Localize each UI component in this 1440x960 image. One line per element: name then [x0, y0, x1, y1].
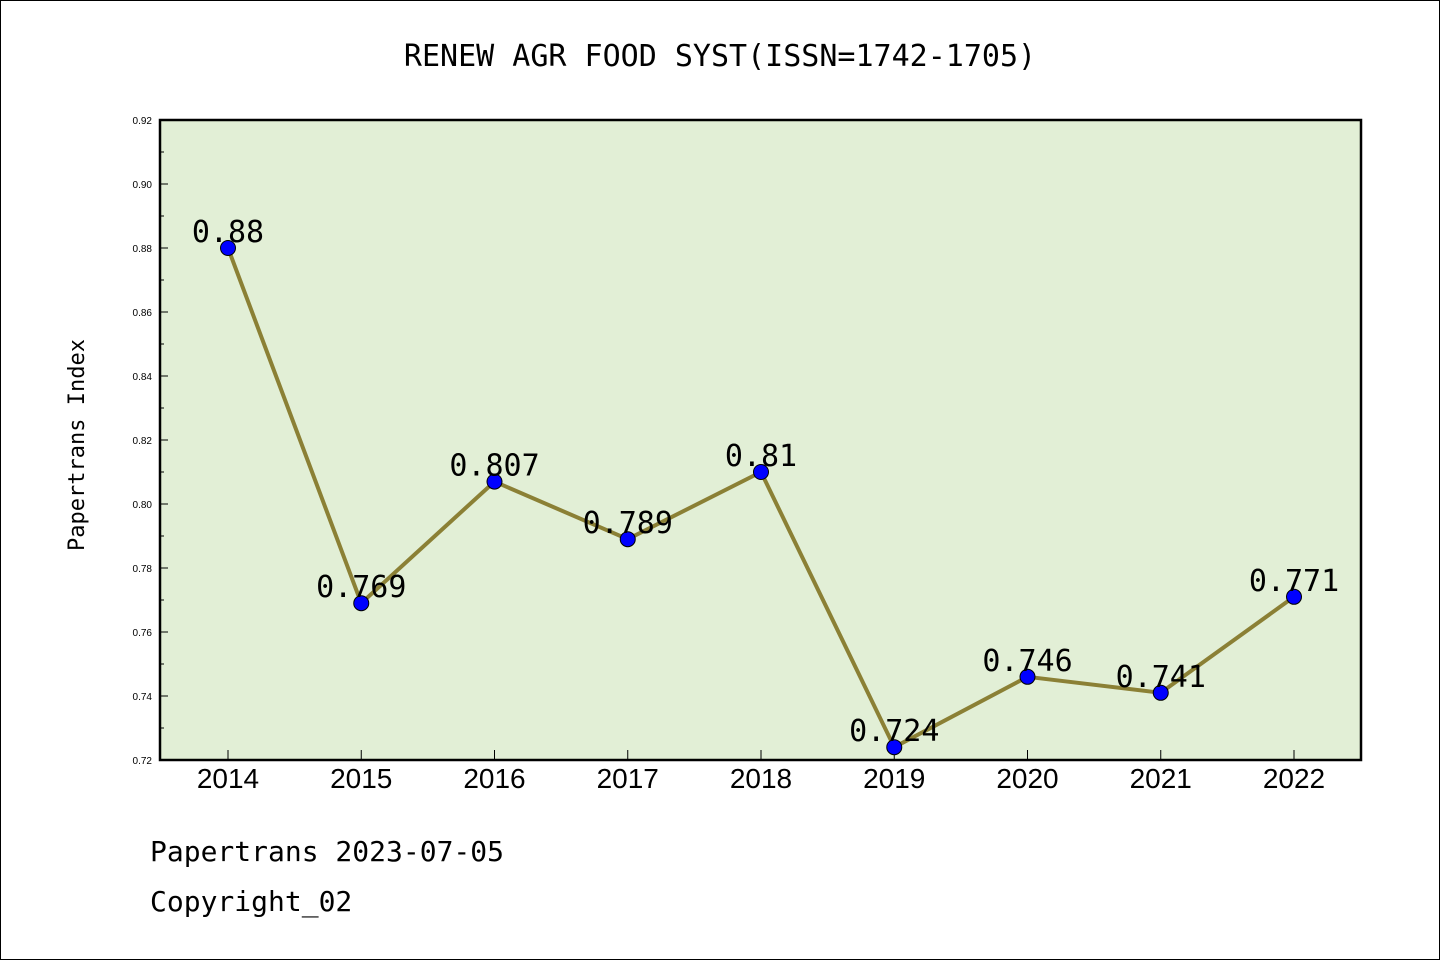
y-tick-label: 0.80 [133, 500, 153, 511]
data-label: 0.741 [1116, 660, 1206, 695]
data-point [353, 595, 370, 612]
x-tick-label: 2017 [597, 763, 659, 794]
series-group: 0.88 0.769 0.807 0.789 0.81 0.724 0.746 0.741 0.… [192, 215, 1339, 756]
chart-title: RENEW AGR FOOD SYST(ISSN=1742-1705) [404, 39, 1036, 74]
data-point [1152, 684, 1169, 701]
data-label: 0.746 [982, 644, 1072, 679]
data-label: 0.789 [583, 506, 673, 541]
data-point [886, 739, 903, 756]
y-tick-label: 0.78 [133, 564, 153, 575]
data-point [220, 240, 236, 256]
y-tick-label: 0.84 [133, 372, 153, 383]
data-label: 0.724 [849, 714, 939, 749]
x-tick-label: 2019 [863, 763, 925, 794]
data-label: 0.88 [192, 215, 264, 250]
data-point [753, 464, 769, 480]
x-axis: 2014 2015 2016 2017 2018 2019 2020 2021 2022 [197, 750, 1325, 794]
y-tick-label: 0.92 [133, 116, 153, 127]
data-label: 0.771 [1249, 564, 1339, 599]
y-tick-label: 0.82 [133, 436, 153, 447]
x-tick-label: 2016 [463, 763, 525, 794]
data-label: 0.81 [725, 439, 797, 474]
y-axis: 0.72 0.74 0.76 0.78 0.80 0.82 0.84 0.86 0.88 0.90… [133, 116, 168, 767]
data-point [486, 473, 503, 490]
data-label: 0.807 [449, 449, 539, 484]
y-tick-label: 0.88 [133, 244, 153, 255]
footer-copyright: Copyright_02 [150, 885, 353, 918]
x-tick-label: 2022 [1263, 763, 1325, 794]
plot-area [158, 118, 1363, 762]
x-tick-label: 2015 [330, 763, 392, 794]
y-tick-label: 0.90 [133, 180, 153, 191]
data-label: 0.769 [316, 570, 406, 605]
y-tick-label: 0.74 [133, 692, 153, 703]
y-axis-label: Papertrans Index [65, 339, 90, 551]
y-tick-label: 0.76 [133, 628, 153, 639]
x-tick-label: 2021 [1130, 763, 1192, 794]
footer-date: Papertrans 2023-07-05 [150, 835, 505, 868]
y-tick-label: 0.72 [133, 756, 153, 767]
x-tick-label: 2020 [996, 763, 1058, 794]
data-point [1286, 588, 1302, 605]
x-tick-label: 2014 [197, 763, 259, 794]
y-tick-label: 0.86 [133, 308, 153, 319]
data-point [619, 531, 636, 548]
data-point [1019, 668, 1036, 685]
x-tick-label: 2018 [730, 763, 792, 794]
